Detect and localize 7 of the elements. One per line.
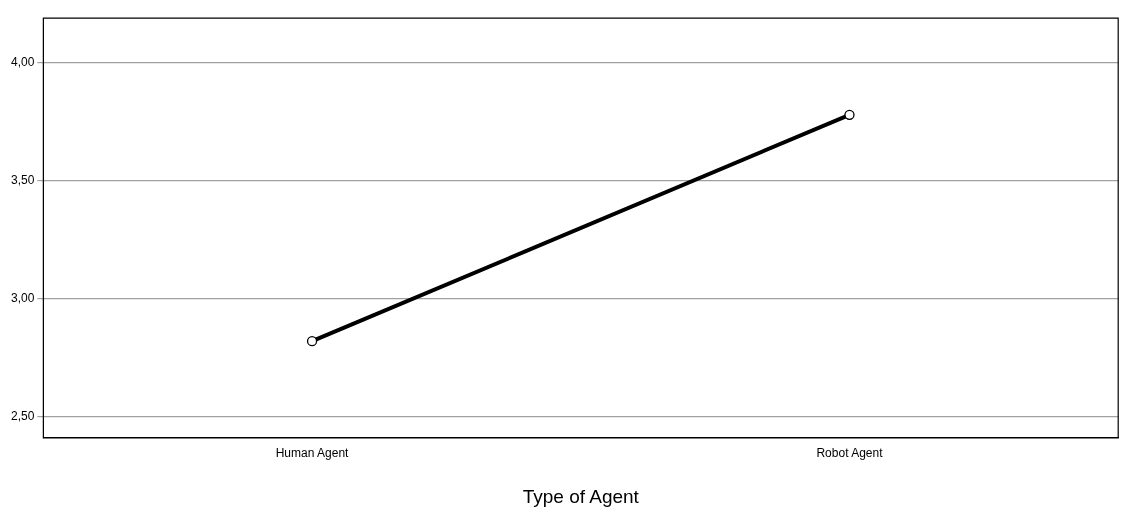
y-tick-label: 3,00 [11,291,35,306]
x-tick-label: Robot Agent [816,446,884,461]
y-tick-label: 4,00 [11,55,35,70]
x-axis-title: Type of Agent [522,485,640,507]
x-tick-label: Human Agent [275,446,350,461]
y-tick-label: 3,50 [11,173,35,188]
y-tick-label: 2,50 [11,408,35,423]
